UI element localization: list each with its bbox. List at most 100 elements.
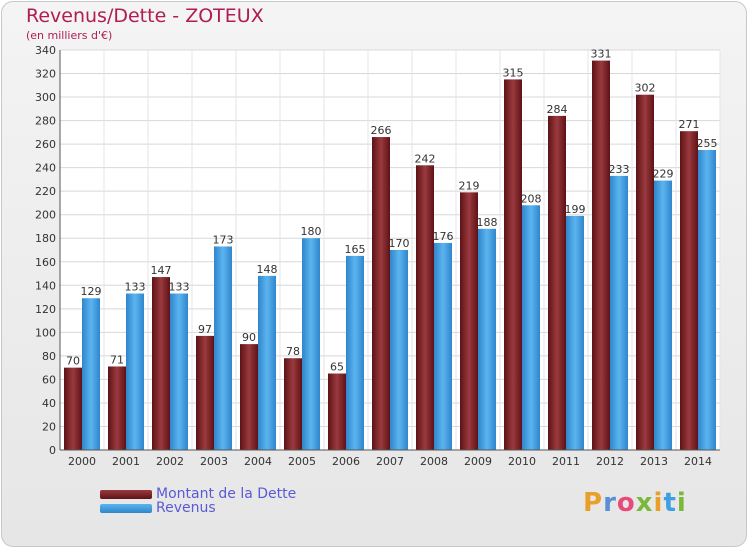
data-label: 242: [415, 152, 436, 165]
x-tick-label: 2003: [200, 455, 228, 468]
data-label: 284: [547, 103, 568, 116]
chart-subtitle: (en milliers d'€): [26, 29, 113, 42]
data-label: 255: [697, 137, 718, 150]
chart-title: Revenus/Dette - ZOTEUX: [26, 5, 264, 27]
data-label: 133: [125, 281, 146, 294]
y-tick-label: 240: [35, 162, 56, 175]
data-label: 208: [521, 192, 542, 205]
x-tick-label: 2009: [464, 455, 492, 468]
x-tick-label: 2002: [156, 455, 184, 468]
data-label: 148: [257, 263, 278, 276]
x-tick-label: 2001: [112, 455, 140, 468]
bar-dette: [372, 137, 390, 450]
bar-revenus: [390, 250, 408, 450]
data-label: 219: [459, 179, 480, 192]
x-tick-label: 2006: [332, 455, 360, 468]
bar-revenus: [346, 255, 364, 450]
bar-dette: [592, 60, 610, 451]
bar-dette: [460, 192, 478, 450]
data-label: 90: [242, 331, 256, 344]
legend-label-dette: Montant de la Dette: [156, 486, 297, 502]
data-label: 233: [609, 163, 630, 176]
data-label: 78: [286, 345, 300, 358]
bar-revenus: [610, 175, 628, 450]
legend-swatch-revenus: [100, 503, 152, 513]
data-label: 70: [66, 355, 80, 368]
x-tick-label: 2007: [376, 455, 404, 468]
x-tick-label: 2008: [420, 455, 448, 468]
data-label: 180: [301, 225, 322, 238]
bar-revenus: [214, 246, 232, 450]
data-label: 331: [591, 48, 612, 61]
y-tick-label: 260: [35, 138, 56, 151]
bar-revenus: [478, 228, 496, 450]
bar-revenus: [566, 215, 584, 450]
bar-dette: [152, 277, 170, 450]
y-tick-label: 280: [35, 115, 56, 128]
legend-item-dette: Montant de la Dette: [100, 486, 296, 502]
y-tick-label: 140: [35, 279, 56, 292]
bar-revenus: [302, 238, 320, 450]
x-tick-label: 2005: [288, 455, 316, 468]
bar-revenus: [434, 242, 452, 450]
bar-revenus: [170, 293, 188, 450]
y-tick-label: 300: [35, 91, 56, 104]
y-tick-label: 40: [42, 397, 56, 410]
y-tick-label: 200: [35, 209, 56, 222]
y-tick-label: 220: [35, 185, 56, 198]
brand-letter: i: [653, 488, 664, 518]
data-label: 170: [389, 237, 410, 250]
x-tick-label: 2011: [552, 455, 580, 468]
y-tick-label: 20: [42, 420, 56, 433]
legend-swatch-dette: [100, 489, 152, 499]
data-label: 97: [198, 323, 212, 336]
bar-dette: [64, 367, 82, 450]
y-tick-label: 0: [49, 444, 56, 457]
data-label: 188: [477, 216, 498, 229]
x-tick-label: 2004: [244, 455, 272, 468]
bar-revenus: [126, 293, 144, 450]
y-tick-label: 340: [35, 44, 56, 57]
brand-letter: i: [676, 488, 687, 518]
data-label: 229: [653, 168, 674, 181]
bar-revenus: [82, 298, 100, 450]
data-label: 71: [110, 353, 124, 366]
y-tick-label: 160: [35, 256, 56, 269]
x-tick-label: 2000: [68, 455, 96, 468]
data-label: 129: [81, 285, 102, 298]
bar-dette: [196, 335, 214, 450]
bar-dette: [680, 131, 698, 451]
x-tick-label: 2010: [508, 455, 536, 468]
data-label: 302: [635, 82, 656, 95]
brand-letter: r: [603, 488, 617, 518]
legend-label-revenus: Revenus: [156, 500, 216, 516]
data-label: 266: [371, 124, 392, 137]
bar-revenus: [698, 150, 716, 450]
y-tick-label: 180: [35, 232, 56, 245]
y-tick-label: 80: [42, 350, 56, 363]
y-tick-label: 60: [42, 373, 56, 386]
y-tick-label: 100: [35, 326, 56, 339]
data-label: 173: [213, 233, 234, 246]
x-tick-label: 2013: [640, 455, 668, 468]
x-tick-label: 2014: [684, 455, 712, 468]
bar-dette: [636, 94, 654, 451]
brand-letter: o: [616, 488, 636, 518]
x-tick-label: 2012: [596, 455, 624, 468]
data-label: 147: [151, 264, 172, 277]
bar-dette: [416, 165, 434, 450]
bar-dette: [108, 366, 126, 450]
bar-revenus: [654, 180, 672, 450]
bar-revenus: [258, 275, 276, 450]
brand-letter: P: [583, 488, 604, 518]
data-label: 315: [503, 66, 524, 79]
data-label: 133: [169, 281, 190, 294]
y-tick-label: 120: [35, 303, 56, 316]
brand-letter: t: [663, 488, 677, 518]
bar-revenus: [522, 205, 540, 450]
data-label: 165: [345, 243, 366, 256]
y-tick-label: 320: [35, 68, 56, 81]
bar-dette: [548, 115, 566, 450]
bar-dette: [504, 79, 522, 450]
